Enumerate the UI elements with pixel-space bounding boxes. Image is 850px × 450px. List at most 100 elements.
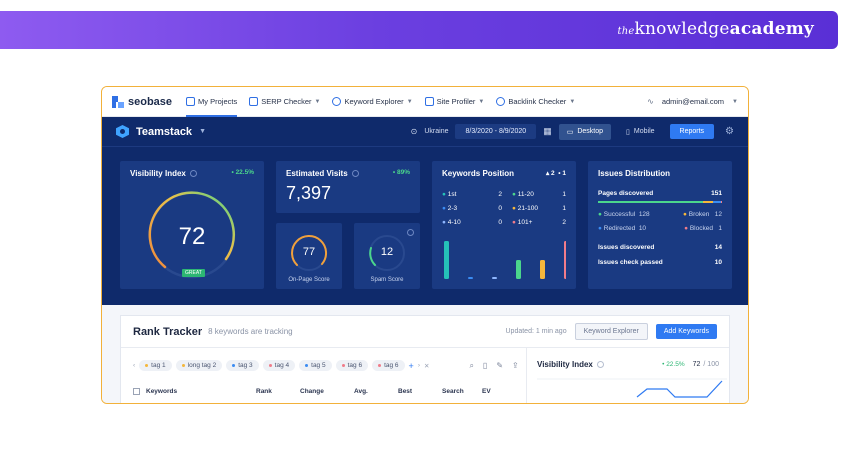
desktop-icon: ▭ (566, 128, 574, 136)
mini-visibility-value: 72 (692, 361, 701, 368)
position-label: 4-10 (447, 219, 461, 226)
issue-value: 12 (714, 211, 722, 218)
tag-chip[interactable]: tag 4 (262, 360, 296, 371)
add-tag-icon[interactable]: + (408, 360, 414, 371)
trash-icon[interactable]: ▯ (482, 360, 488, 370)
info-icon[interactable] (596, 361, 604, 368)
gear-icon[interactable]: ⚙ (725, 126, 734, 137)
col-change[interactable]: Change (300, 388, 324, 395)
visibility-value: 72 (178, 223, 206, 250)
chart-icon (424, 97, 434, 106)
position-row: ● 101+ 2 (512, 219, 566, 226)
link-icon (496, 97, 506, 106)
onpage-label: On-Page Score (288, 277, 330, 283)
country-selector[interactable]: Ukraine (424, 128, 449, 135)
nav-my-projects[interactable]: My Projects (186, 87, 238, 117)
tag-chip[interactable]: tag 6 (372, 360, 405, 371)
position-value: 1 (562, 205, 566, 212)
reports-button[interactable]: Reports (669, 124, 715, 139)
passed-label: Issues check passed (598, 259, 663, 266)
logo-icon (112, 95, 124, 108)
issue-label: Successful (603, 211, 636, 218)
updated-text: Updated: 1 min ago (505, 328, 567, 335)
activity-icon[interactable]: ∿ (647, 97, 654, 106)
col-avg[interactable]: Avg. (354, 388, 368, 395)
pages-label: Pages discovered (598, 190, 654, 197)
project-icon (116, 125, 129, 138)
tag-label: tag 6 (347, 362, 363, 369)
nav-site-profiler[interactable]: Site Profiler ▼ (424, 87, 485, 117)
project-name: Teamstack (136, 125, 193, 138)
info-icon[interactable] (407, 229, 414, 236)
calendar-icon[interactable]: ▦ (543, 126, 552, 136)
chevron-down-icon: ▼ (478, 98, 485, 105)
position-value: 0 (498, 205, 502, 212)
tag-chip[interactable]: tag 6 (335, 360, 369, 371)
issue-label: Blocked (689, 225, 713, 232)
project-selector[interactable]: Teamstack ▼ (116, 125, 206, 138)
device-mobile[interactable]: ▯ Mobile (618, 124, 662, 140)
col-rank[interactable]: Rank (256, 388, 272, 395)
chevron-down-icon: ▼ (314, 98, 321, 105)
position-bar (468, 277, 473, 279)
col-best[interactable]: Best (398, 388, 413, 395)
tag-chip[interactable]: long tag 2 (175, 360, 223, 371)
tag-chip[interactable]: tag 3 (226, 360, 259, 371)
position-row: ● 1st 2 (442, 191, 502, 198)
app-logo[interactable]: seobase (112, 95, 172, 108)
position-bar (444, 241, 449, 279)
position-label: 2-3 (447, 205, 458, 212)
info-icon[interactable] (189, 170, 197, 178)
nav-label: Backlink Checker (508, 97, 567, 106)
visits-value: 7,397 (286, 183, 332, 203)
nav-label: Site Profiler (436, 97, 476, 106)
export-icon[interactable]: ⇪ (512, 360, 519, 370)
select-all-checkbox[interactable] (133, 388, 140, 395)
search-icon[interactable]: ⌕ (469, 360, 474, 370)
position-value: 2 (562, 219, 566, 226)
user-menu[interactable]: admin@email.com (661, 97, 725, 106)
tag-dot-icon (232, 364, 236, 367)
tag-chip[interactable]: tag 1 (139, 360, 172, 371)
brand-prefix: the (617, 26, 635, 37)
chevron-down-icon: ▼ (406, 98, 413, 105)
tag-label: tag 3 (238, 362, 253, 369)
positions-title: Keywords Position (442, 169, 515, 178)
add-keywords-button[interactable]: Add Keywords (655, 324, 717, 339)
info-icon[interactable] (351, 170, 359, 178)
nav-serp-checker[interactable]: SERP Checker ▼ (249, 87, 320, 117)
tag-label: tag 4 (274, 362, 290, 369)
col-keywords[interactable]: Keywords (146, 388, 178, 395)
issue-label: Broken (688, 211, 710, 218)
positions-right-list: ● 11-20 1 ● 21-100 1 ● 101+ 2 (512, 191, 566, 226)
tag-chip[interactable]: tag 5 (299, 360, 332, 371)
search-icon (332, 97, 342, 106)
mini-visibility-change: • 22.5% (662, 361, 685, 368)
edit-icon[interactable]: ✎ (496, 360, 504, 370)
tag-dot-icon (268, 364, 272, 367)
position-label: 11-20 (517, 191, 534, 198)
keyword-explorer-button[interactable]: Keyword Explorer (574, 323, 648, 340)
date-range[interactable]: 8/3/2020 - 8/9/2020 (455, 124, 537, 139)
position-row: ● 11-20 1 (512, 191, 566, 198)
app-window: seobase My Projects SERP Checker ▼ Keywor… (101, 86, 749, 404)
issue-value: 128 (638, 211, 650, 218)
nav-backlink-checker[interactable]: Backlink Checker ▼ (496, 87, 575, 117)
col-ev[interactable]: EV (482, 388, 491, 395)
chevron-right-icon[interactable]: › (417, 362, 420, 369)
brand-bold: academy (729, 19, 814, 39)
chevron-left-icon[interactable]: ‹ (133, 362, 136, 369)
tag-dot-icon (181, 364, 185, 367)
close-icon[interactable]: ✕ (423, 362, 430, 370)
folder-icon (186, 97, 196, 106)
position-label: 1st (447, 191, 457, 198)
brand-logo: theknowledgeacademy (617, 19, 814, 39)
col-search[interactable]: Search (442, 388, 464, 395)
keywords-position-card: Keywords Position ▴ 2 • 1 ● 1st 2 ● 2-3 0 … (432, 161, 576, 289)
keywords-table-header: Keywords Rank Change Avg. Best Search EV (133, 388, 518, 395)
device-desktop[interactable]: ▭ Desktop (558, 123, 612, 140)
issues-card: Issues Distribution Pages discovered 151 … (588, 161, 732, 289)
nav-keyword-explorer[interactable]: Keyword Explorer ▼ (332, 87, 413, 117)
mobile-icon: ▯ (626, 128, 630, 136)
tag-label: long tag 2 (187, 362, 217, 369)
